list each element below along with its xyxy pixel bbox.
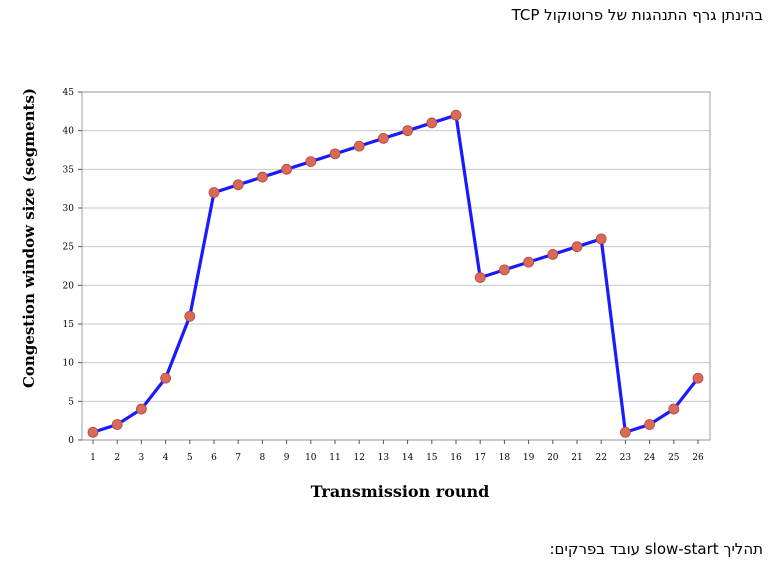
x-tick-label: 12 (353, 453, 364, 463)
x-tick-label: 5 (187, 453, 193, 463)
data-point (402, 125, 414, 137)
x-tick-label: 21 (571, 453, 582, 463)
page-title: בהינתן גרף התנהגות של פרוטוקול TCP (511, 6, 763, 24)
data-points (87, 109, 704, 438)
data-point (232, 179, 244, 191)
data-point (450, 109, 462, 121)
data-point (329, 148, 341, 160)
data-point (281, 163, 293, 175)
data-point (523, 256, 534, 268)
data-point (692, 372, 704, 384)
footer-text: תהליך slow-start עובד בפרקים: (549, 540, 763, 558)
data-point (620, 426, 631, 438)
data-point (426, 117, 438, 129)
x-tick-label: 26 (692, 453, 704, 463)
x-axis-ticks: 1 2 3 4 5 6 7 8 9 10 11 12 13 14 15 16 17 18 19 20 21 22 23 24 2… (90, 440, 704, 463)
x-tick-label: 20 (547, 453, 559, 463)
y-tick-label: 40 (63, 127, 75, 137)
x-tick-label: 22 (595, 453, 606, 463)
x-tick-label: 7 (235, 453, 241, 463)
x-tick-label: 23 (620, 453, 632, 463)
x-tick-label: 9 (284, 453, 290, 463)
data-point (644, 419, 655, 430)
data-point (474, 272, 486, 284)
y-tick-label: 25 (63, 243, 75, 253)
data-point (377, 132, 389, 144)
data-point (353, 140, 365, 152)
data-point (111, 419, 123, 430)
x-tick-label: 24 (644, 453, 656, 463)
y-axis-ticks: 0 5 10 15 20 25 30 35 40 45 (63, 88, 82, 446)
x-tick-label: 4 (163, 453, 169, 463)
data-point (208, 187, 220, 198)
x-axis-title: Transmission round (311, 482, 490, 501)
data-point (305, 156, 317, 168)
data-point (668, 403, 680, 415)
series-line (92, 113, 700, 434)
x-tick-label: 13 (378, 453, 390, 463)
x-tick-label: 18 (499, 453, 511, 463)
y-tick-label: 5 (68, 397, 74, 407)
data-point (135, 403, 147, 415)
y-tick-label: 20 (63, 281, 75, 291)
data-point (87, 426, 99, 438)
x-tick-label: 2 (114, 453, 120, 463)
x-tick-label: 16 (450, 453, 462, 463)
x-tick-label: 25 (668, 453, 680, 463)
y-tick-label: 10 (63, 359, 75, 369)
y-axis-title: Congestion window size (segments) (20, 88, 38, 388)
x-tick-label: 1 (90, 453, 96, 463)
data-point (547, 248, 559, 260)
x-tick-label: 3 (139, 453, 145, 463)
x-tick-label: 15 (426, 453, 438, 463)
y-tick-label: 45 (63, 88, 75, 98)
data-point (571, 241, 583, 253)
x-tick-label: 17 (474, 453, 486, 463)
y-tick-label: 15 (63, 320, 75, 330)
y-tick-label: 30 (63, 204, 75, 214)
x-tick-label: 14 (402, 453, 414, 463)
x-tick-label: 6 (211, 453, 217, 463)
data-point (498, 264, 510, 276)
x-tick-label: 10 (305, 453, 317, 463)
x-tick-label: 8 (260, 453, 266, 463)
plot-area (81, 91, 711, 441)
y-tick-label: 0 (68, 436, 74, 446)
y-tick-label: 35 (63, 165, 75, 175)
x-tick-label: 19 (523, 453, 535, 463)
data-point (160, 372, 172, 384)
data-point (256, 171, 268, 183)
x-tick-label: 11 (329, 453, 340, 463)
data-point (184, 310, 196, 322)
grid-lines (82, 91, 710, 441)
data-point (595, 233, 607, 245)
